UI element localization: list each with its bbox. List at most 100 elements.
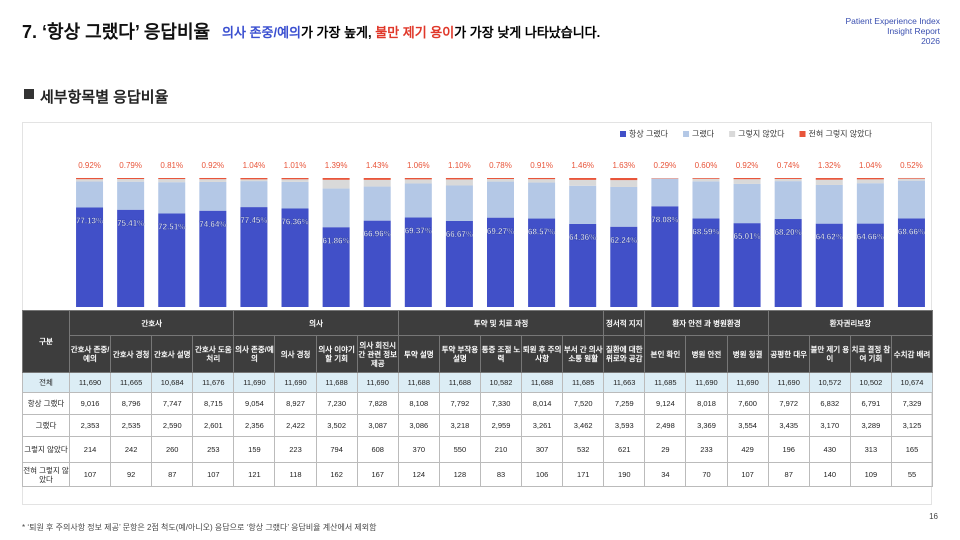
- table-cell: 10,572: [808, 372, 851, 393]
- value-label: 1.32%: [818, 161, 841, 170]
- value-label: 75.41%: [117, 219, 144, 228]
- table-cell: 11,676: [192, 372, 235, 393]
- value-label: 69.37%: [405, 227, 432, 236]
- bar-segment: [363, 220, 391, 307]
- brand-line: Insight Report: [887, 26, 940, 36]
- value-label: 1.39%: [325, 161, 348, 170]
- value-label: 64.36%: [569, 233, 596, 242]
- table-cell: 242: [110, 436, 153, 463]
- value-label: 66.96%: [364, 230, 391, 239]
- group-header: 환자 안전 과 병원환경: [644, 310, 769, 336]
- table-cell: 11,690: [274, 372, 317, 393]
- table-cell: 3,554: [726, 414, 769, 437]
- bar-segment: [199, 179, 227, 182]
- bar-segment: [528, 218, 556, 307]
- bar-segment: [158, 179, 186, 183]
- table-cell: 7,600: [726, 392, 769, 415]
- table-cell: 107: [726, 462, 769, 487]
- bar-segment: [322, 178, 350, 180]
- bar-segment: [774, 181, 802, 220]
- table-cell: 2,356: [233, 414, 276, 437]
- column-header: 의사 경청: [274, 335, 317, 373]
- legend-label: 항상 그랬다: [629, 129, 669, 139]
- table-cell: 260: [151, 436, 194, 463]
- bar-segment: [76, 179, 104, 182]
- table-cell: 3,086: [397, 414, 440, 437]
- table-cell: 3,125: [890, 414, 934, 437]
- table-cell: 9,124: [644, 392, 687, 415]
- bar-segment: [733, 178, 761, 180]
- table-cell: 140: [808, 462, 851, 487]
- row-label: 그랬다: [22, 414, 70, 437]
- table-cell: 87: [151, 462, 194, 487]
- bar-segment: [897, 177, 925, 179]
- bar-segment: [281, 179, 309, 182]
- bar-segment: [528, 177, 556, 180]
- value-label: 76.36%: [281, 218, 308, 227]
- bar-segment: [76, 177, 104, 180]
- bar-segment: [897, 180, 925, 219]
- legend-swatch: [620, 131, 626, 137]
- bar-segment: [487, 217, 514, 307]
- value-label: 0.92%: [201, 161, 224, 170]
- bar-segment: [733, 179, 761, 184]
- brand: Patient Experience Index Insight Report …: [845, 16, 940, 46]
- table-cell: 70: [685, 462, 728, 487]
- value-label: 0.52%: [900, 161, 923, 170]
- table-cell: 430: [808, 436, 851, 463]
- table-cell: 8,014: [521, 392, 564, 415]
- section-icon: [24, 89, 34, 99]
- table-cell: 10,684: [151, 372, 194, 393]
- table-cell: 8,715: [192, 392, 235, 415]
- table-cell: 3,593: [603, 414, 646, 437]
- value-label: 64.66%: [857, 233, 884, 242]
- table-cell: 8,796: [110, 392, 153, 415]
- value-label: 1.04%: [859, 161, 882, 170]
- bar-segment: [117, 181, 145, 210]
- table-cell: 2,535: [110, 414, 153, 437]
- column-header: 불만 제기 용이: [808, 335, 851, 373]
- bar-segment: [569, 178, 597, 180]
- column-header: 부서 간 의사소통 원활: [562, 335, 605, 373]
- table-cell: 11,690: [356, 372, 399, 393]
- bar-segment: [404, 178, 432, 180]
- table-cell: 313: [849, 436, 892, 463]
- table-cell: 165: [890, 436, 934, 463]
- bar-segment: [856, 223, 884, 307]
- bar-segment: [281, 178, 309, 180]
- table-cell: 11,690: [726, 372, 769, 393]
- value-label: 1.04%: [243, 161, 266, 170]
- value-label: 68.59%: [692, 228, 719, 237]
- legend-swatch: [799, 131, 806, 137]
- bar-segment: [404, 179, 432, 184]
- table-cell: 2,959: [479, 414, 523, 437]
- table-cell: 7,520: [562, 392, 605, 415]
- bar-segment: [569, 223, 597, 307]
- column-header: 질환에 대한 위로와 공감: [603, 335, 646, 373]
- table-cell: 7,792: [438, 392, 481, 415]
- table-cell: 3,369: [685, 414, 728, 437]
- table-cell: 55: [890, 462, 934, 487]
- column-header: 투약 부작용 설명: [438, 335, 481, 373]
- value-label: 0.92%: [736, 161, 759, 170]
- value-label: 1.01%: [284, 161, 307, 170]
- column-header: 의사 이야기할 기회: [315, 335, 358, 373]
- legend-label: 그렇지 않았다: [738, 129, 785, 139]
- bar-segment: [610, 180, 638, 187]
- bar-segment: [651, 178, 679, 207]
- table-cell: 223: [274, 436, 317, 463]
- value-label: 0.78%: [489, 161, 512, 170]
- table-cell: 87: [767, 462, 810, 487]
- value-label: 62.24%: [610, 236, 637, 245]
- table-cell: 608: [356, 436, 399, 463]
- table-cell: 7,828: [356, 392, 399, 415]
- table-cell: 370: [397, 436, 440, 463]
- legend-label: 전혀 그렇지 않았다: [809, 129, 873, 139]
- table-cell: 7,329: [890, 392, 934, 415]
- table-cell: 233: [685, 436, 728, 463]
- table-row: 그랬다 2,353 2,535 2,590 2,601 2,356 2,422 3,502 3,…: [22, 414, 934, 437]
- table-cell: 107: [68, 462, 112, 487]
- table-cell: 794: [315, 436, 358, 463]
- footnote: * ‘퇴원 후 주의사항 정보 제공’ 문항은 2점 척도(예/아니오) 응답으…: [22, 523, 377, 532]
- bar-segment: [117, 179, 145, 182]
